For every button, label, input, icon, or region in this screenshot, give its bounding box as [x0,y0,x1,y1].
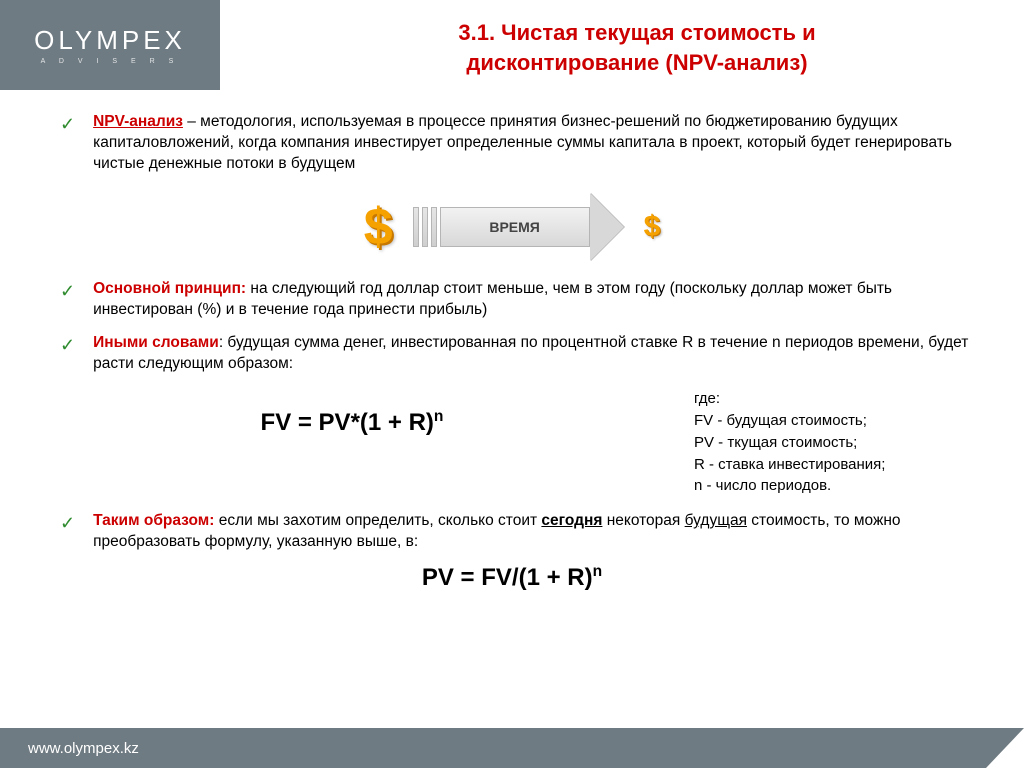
formula-fv: FV = PV*(1 + R)n [50,388,654,437]
legend-where: где: [694,388,974,410]
title-line2: дисконтирование (NPV-анализ) [466,50,807,75]
formula-pv-base: PV = FV/(1 + R) [422,564,593,591]
dollar-big-icon: $ [364,197,393,257]
bullet-inother: ✓ Иными словами: будущая сумма денег, ин… [50,333,974,375]
footer-url: www.olympex.kz [28,740,139,757]
legend-n: n - число периодов. [694,475,974,497]
lead-inother: Иными словами [93,334,219,351]
text-thus-1: если мы захотим определить, сколько стои… [214,512,541,529]
lead-thus: Таким образом: [93,512,214,529]
slide: OLYMPEX A D V I S E R S 3.1. Чистая теку… [0,0,1024,768]
content-area: ✓ NPV-анализ – методология, используемая… [50,112,974,708]
title-line1: 3.1. Чистая текущая стоимость и [458,20,815,45]
bullet-principle: ✓ Основной принцип: на следующий год дол… [50,279,974,321]
formula-fv-base: FV = PV*(1 + R) [261,409,434,436]
bullet-principle-text: Основной принцип: на следующий год долла… [93,279,974,321]
arrow-head-icon [590,193,624,261]
formula-pv: PV = FV/(1 + R)n [50,563,974,592]
formula-row-1: FV = PV*(1 + R)n где: FV - будущая стоим… [50,388,974,497]
bullet-inother-text: Иными словами: будущая сумма денег, инве… [93,333,974,375]
check-icon: ✓ [60,511,75,535]
formula-pv-sup: n [593,563,603,580]
legend: где: FV - будущая стоимость; PV - ткущая… [694,388,974,497]
u-today: сегодня [541,512,602,529]
lead-npv: NPV-анализ [93,113,183,130]
check-icon: ✓ [60,333,75,357]
legend-fv: FV - будущая стоимость; [694,410,974,432]
footer-bar: www.olympex.kz [0,728,1024,768]
arrow-body: ВРЕМЯ [440,207,590,247]
dollar-small-icon: $ [644,210,661,244]
bullet-thus: ✓ Таким образом: если мы захотим определ… [50,511,974,553]
check-icon: ✓ [60,279,75,303]
check-icon: ✓ [60,112,75,136]
logo-block: OLYMPEX A D V I S E R S [0,0,220,90]
arrow-icon: ВРЕМЯ [413,193,624,261]
formula-fv-sup: n [434,408,444,425]
slide-title: 3.1. Чистая текущая стоимость и дисконти… [280,18,994,77]
time-diagram: $ ВРЕМЯ $ [50,193,974,261]
logo-subtext: A D V I S E R S [41,58,180,65]
text-npv: – методология, используемая в процессе п… [93,113,952,172]
legend-pv: PV - ткущая стоимость; [694,432,974,454]
text-inother: : будущая сумма денег, инвестированная п… [93,334,968,372]
text-thus-2: некоторая [602,512,684,529]
bullet-npv-text: NPV-анализ – методология, используемая в… [93,112,974,175]
legend-r: R - ставка инвестирования; [694,454,974,476]
bullet-npv: ✓ NPV-анализ – методология, используемая… [50,112,974,175]
lead-principle: Основной принцип: [93,280,246,297]
bullet-thus-text: Таким образом: если мы захотим определит… [93,511,974,553]
arrow-tail-bars [413,207,437,247]
logo-text: OLYMPEX [34,25,186,56]
u-future: будущая [685,512,747,529]
footer-notch [986,728,1024,768]
arrow-label: ВРЕМЯ [489,219,540,235]
